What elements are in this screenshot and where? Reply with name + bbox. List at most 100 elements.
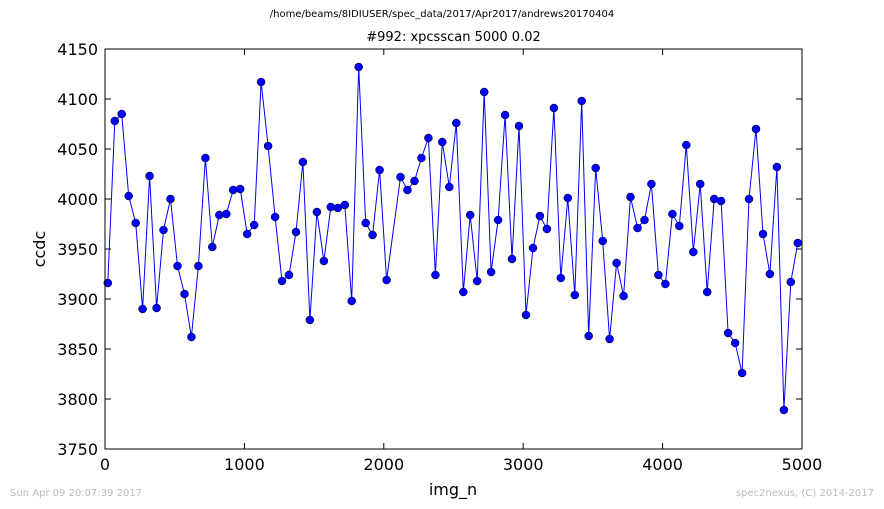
data-point <box>563 193 573 203</box>
y-tick-label: 3750 <box>57 440 98 459</box>
data-point <box>249 220 259 230</box>
data-point <box>535 211 545 221</box>
data-point <box>591 163 600 173</box>
data-point <box>689 247 698 257</box>
data-point <box>786 277 796 287</box>
data-point <box>668 209 677 219</box>
data-point <box>194 261 203 271</box>
y-tick-label: 4000 <box>57 190 98 209</box>
data-point <box>145 171 154 181</box>
data-point <box>661 279 670 289</box>
data-point <box>765 269 775 279</box>
chart-title: #992: xpcsscan 5000 0.02 <box>366 30 541 45</box>
y-tick-label: 3850 <box>57 340 98 359</box>
x-tick-label: 2000 <box>363 455 404 474</box>
x-tick-label: 3000 <box>503 455 544 474</box>
data-point <box>410 176 419 186</box>
y-tick-label: 4150 <box>57 40 98 59</box>
data-point <box>340 200 350 210</box>
data-point <box>459 287 468 297</box>
data-point <box>424 133 433 143</box>
data-point <box>305 315 315 325</box>
data-point <box>110 116 120 126</box>
data-point <box>368 230 377 240</box>
data-point <box>138 304 147 314</box>
data-point <box>507 254 517 264</box>
data-point <box>695 179 705 189</box>
data-point <box>361 218 370 228</box>
data-point <box>612 258 621 268</box>
data-point <box>256 77 266 87</box>
data-point <box>716 196 726 206</box>
data-point <box>514 121 524 131</box>
data-point <box>166 194 175 204</box>
data-point <box>180 289 189 299</box>
data-point <box>654 270 663 280</box>
data-point <box>222 209 231 219</box>
data-point <box>675 221 684 231</box>
data-point <box>744 194 754 204</box>
data-point <box>291 227 301 237</box>
data-point <box>347 296 356 306</box>
data-point <box>486 267 496 277</box>
data-point <box>598 236 607 246</box>
data-point <box>215 210 224 220</box>
data-point <box>326 202 336 212</box>
data-point <box>619 291 628 301</box>
data-point <box>403 185 412 195</box>
data-point <box>270 212 280 222</box>
data-point <box>702 287 712 297</box>
data-point <box>521 310 531 320</box>
data-point <box>556 273 566 283</box>
data-point <box>723 328 733 338</box>
data-point <box>549 103 559 113</box>
credit-footer: spec2nexus, (C) 2014-2017 <box>735 488 874 499</box>
data-point <box>445 182 454 192</box>
file-path-suptitle: /home/beams/8IDIUSER/spec_data/2017/Apr2… <box>269 9 615 20</box>
data-point <box>452 118 461 128</box>
data-point <box>242 229 252 239</box>
data-point <box>500 110 510 120</box>
data-point <box>117 109 126 119</box>
data-point <box>228 185 238 195</box>
data-point <box>396 172 405 182</box>
data-point <box>493 215 503 225</box>
data-point <box>479 87 489 97</box>
data-point <box>382 275 391 285</box>
data-point <box>263 141 273 151</box>
data-point <box>793 238 803 248</box>
data-point <box>187 332 196 342</box>
y-tick-label: 4050 <box>57 140 98 159</box>
data-point <box>472 276 482 286</box>
data-point <box>159 225 168 235</box>
data-point <box>417 153 426 163</box>
data-point <box>584 331 593 341</box>
data-point <box>235 184 245 194</box>
plot-frame <box>104 48 803 450</box>
data-point <box>277 276 287 286</box>
data-point <box>319 256 329 266</box>
x-tick-label: 1000 <box>224 455 265 474</box>
data-point <box>751 124 761 134</box>
timestamp-footer: Sun Apr 09 20:07:39 2017 <box>10 488 143 499</box>
data-point <box>626 192 635 202</box>
data-point <box>737 368 747 378</box>
data-point <box>152 303 161 313</box>
data-point <box>103 278 113 288</box>
data-point <box>730 338 740 348</box>
data-point <box>201 153 210 163</box>
data-point <box>682 140 691 150</box>
data-point <box>284 270 294 280</box>
y-axis-label: ccdc <box>30 231 49 268</box>
ticks-layer: 0 1000 2000 3000 4000 5000 3750 3800 3850 3900 395… <box>57 40 822 474</box>
y-tick-label: 4100 <box>57 90 98 109</box>
plot-layer <box>103 62 803 415</box>
data-point <box>772 162 782 172</box>
data-point <box>542 224 552 234</box>
data-point <box>124 191 133 201</box>
data-point <box>431 270 440 280</box>
data-point <box>465 210 475 220</box>
x-tick-label: 0 <box>100 455 110 474</box>
data-point <box>528 243 538 253</box>
data-point <box>438 137 447 147</box>
